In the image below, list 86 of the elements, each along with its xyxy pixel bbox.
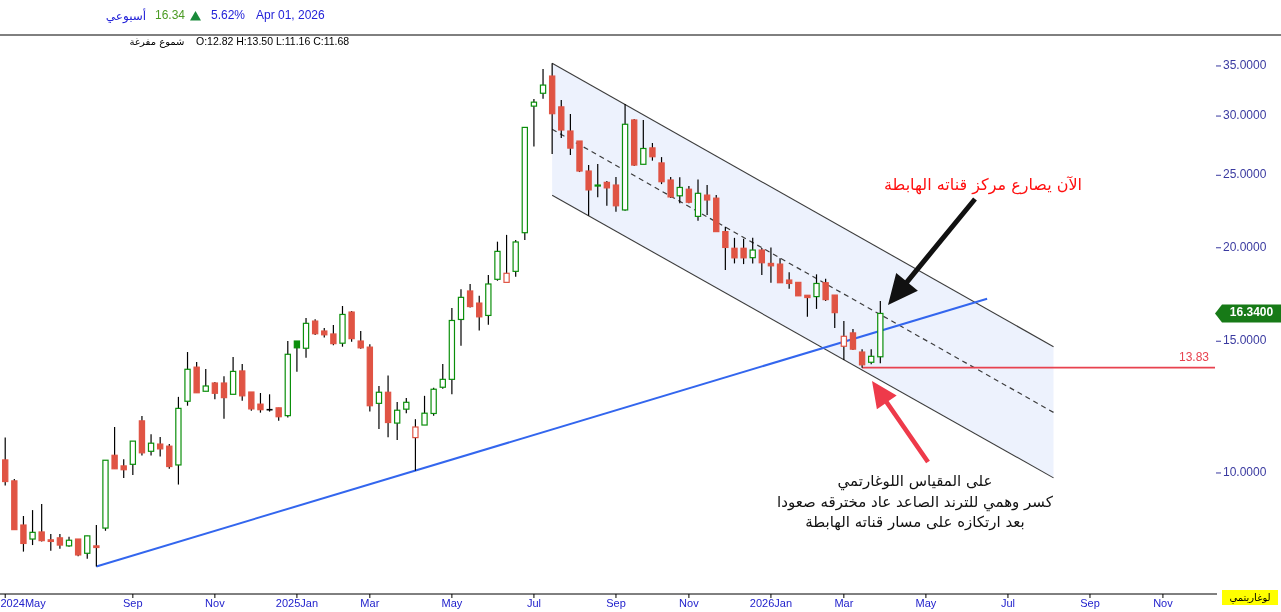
annotation: O:12.82 H:13.50 L:11.16 C:11.68 [196,34,350,47]
y-tick-label: 35.0000 [1223,58,1267,73]
candlestick [202,368,209,392]
text: أسبوعي [105,7,147,24]
candlestick [229,356,237,395]
candlestick [248,391,255,412]
candlestick [776,257,784,284]
candlestick [612,176,620,213]
annotation: الآن يصارع مركز قناته الهابطة [883,174,1083,195]
x-tick-label: Sep [606,596,626,609]
candlestick [156,436,164,458]
candlestick [93,524,100,568]
candlestick [421,395,428,426]
x-tick-label: 2026Jan [749,596,793,609]
candlestick [29,509,36,546]
x-tick-label: May [915,596,937,609]
candlestick [476,295,483,332]
x-tick-label: May [441,596,463,609]
candlestick [2,437,9,487]
text: Apr 01, 2026 [256,8,326,23]
candlestick [813,273,820,310]
candlestick [439,363,446,390]
candlestick [804,294,811,318]
candlestick [722,226,729,271]
candlestick [594,163,601,198]
y-tick-label: 15.0000 [1223,333,1267,348]
candlestick [558,99,565,139]
x-tick-label: Mar [834,596,854,609]
candlestick [38,503,45,543]
candlestick [840,320,848,361]
x-tick-label: Jul [526,596,541,609]
x-tick-label: Nov [679,596,700,609]
candlestick [603,180,611,207]
x-tick-label: Sep [1080,596,1100,609]
x-tick-label: Mar [360,596,380,609]
x-tick-label: 2025Jan [275,596,319,609]
candlestick [731,237,738,265]
candlestick [640,119,647,165]
candlestick [20,515,27,553]
candlestick [457,288,465,347]
candlestick [220,375,228,420]
candlestick [858,348,866,369]
y-tick-label: 10.0000 [1223,465,1267,480]
text: لوغاريتمي [1229,592,1271,604]
candlestick [120,458,127,479]
candlestick [676,176,683,204]
y-tick-label: 25.0000 [1223,167,1267,182]
candlestick [667,176,674,199]
candlestick [749,237,756,265]
y-tick-label: 30.0000 [1223,108,1267,123]
candlestick [257,392,264,414]
candlestick [147,433,155,457]
candlestick [831,294,838,329]
candlestick [166,443,173,470]
candlestick [84,535,91,560]
text: 16.3400 [1229,305,1274,320]
y-tick-label: 20.0000 [1223,239,1267,254]
annotation: شموع مفرغة [129,36,185,48]
candlestick [503,234,510,283]
x-tick-label: Sep [123,596,143,609]
candlestick [585,164,592,217]
candlestick [530,98,538,148]
x-tick-label: 2024May [0,596,47,609]
text: 16.34 [155,8,186,23]
candlestick [703,184,711,216]
candlestick [567,113,574,156]
candlestick [129,440,137,476]
candlestick [822,278,829,302]
candlestick [330,324,337,346]
annotation: على المقياس اللوغارتمي كسر وهمي للترند الصاعد عاد مخترقه صعودا بعد ارتكازه على مسار قناته الهابطة [777,471,1054,531]
candlestick [111,426,118,470]
candlestick [466,283,474,309]
candlestick [293,340,301,373]
annotation: 13.83 [1178,349,1210,364]
candlestick [658,156,665,185]
candlestick [758,247,766,276]
x-tick-label: Jul [1000,596,1015,609]
x-tick-label: Nov [1153,596,1174,609]
candlestick [740,238,747,265]
x-tick-label: Nov [205,596,226,609]
candlestick [539,68,547,100]
candlestick [375,385,383,430]
candlestick [694,178,702,222]
candlestick [393,401,401,441]
text: 5.62% [211,8,246,23]
candlestick [412,418,419,472]
